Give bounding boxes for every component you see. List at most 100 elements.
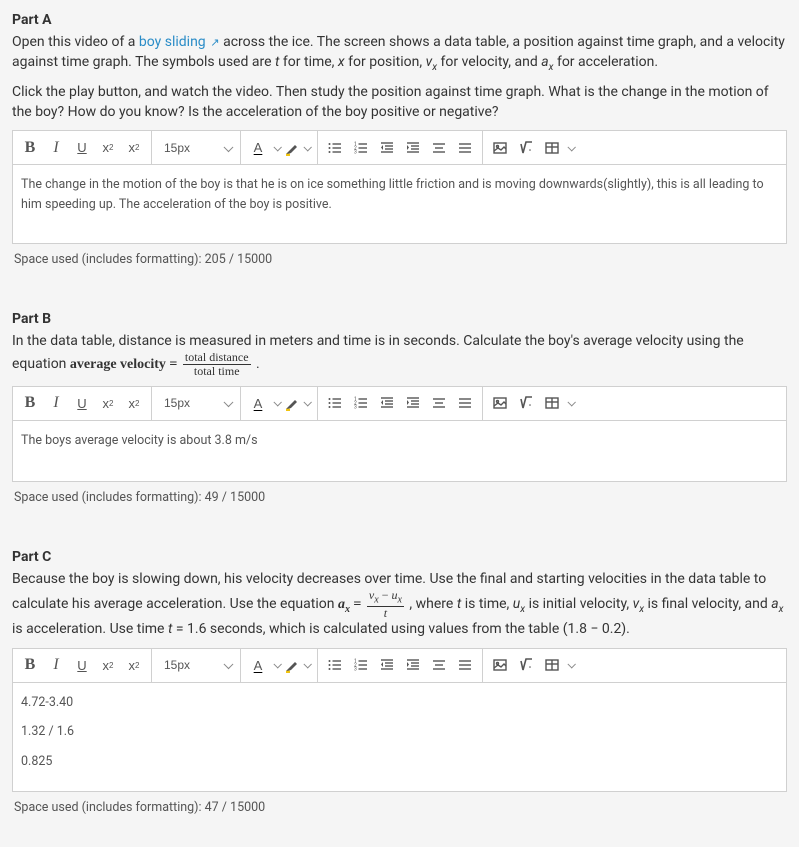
editor-a-content[interactable]: The change in the motion of the boy is t…: [13, 165, 786, 243]
ordered-list-button[interactable]: 123: [348, 652, 374, 678]
image-button[interactable]: [487, 135, 513, 161]
superscript-button[interactable]: x2: [95, 652, 121, 678]
text: = 1.6 seconds, which is calculated using…: [176, 621, 630, 637]
italic-button[interactable]: I: [43, 390, 69, 416]
equation-button[interactable]: [513, 652, 539, 678]
text: is acceleration. Use time: [12, 621, 168, 637]
ordered-list-button[interactable]: 123: [348, 135, 374, 161]
table-button[interactable]: [539, 390, 565, 416]
highlight-button[interactable]: [283, 657, 301, 673]
bold-button[interactable]: B: [17, 390, 43, 416]
part-a-title: Part A: [12, 12, 787, 28]
align-center-button[interactable]: [426, 390, 452, 416]
highlight-button[interactable]: [283, 140, 301, 156]
table-caret[interactable]: [565, 145, 577, 151]
align-justify-button[interactable]: [452, 652, 478, 678]
underline-button[interactable]: U: [69, 390, 95, 416]
boy-sliding-link[interactable]: boy sliding: [139, 34, 206, 50]
var-ux: ux: [513, 596, 525, 612]
underline-button[interactable]: U: [69, 652, 95, 678]
highlight-caret[interactable]: [301, 662, 313, 668]
subscript-button[interactable]: x2: [121, 652, 147, 678]
unordered-list-button[interactable]: [322, 652, 348, 678]
text: for time,: [283, 54, 338, 70]
editor-b-content[interactable]: The boys average velocity is about 3.8 m…: [13, 421, 786, 481]
editor-a: B I U x2 x2 15px A 123: [12, 130, 787, 244]
unordered-list-button[interactable]: [322, 390, 348, 416]
bold-button[interactable]: B: [17, 135, 43, 161]
text: , where: [409, 596, 456, 612]
var-vx: vx: [426, 54, 437, 70]
image-button[interactable]: [487, 390, 513, 416]
table-button[interactable]: [539, 135, 565, 161]
align-justify-button[interactable]: [452, 135, 478, 161]
svg-text:3: 3: [354, 405, 357, 411]
text: for position,: [348, 54, 425, 70]
outdent-button[interactable]: [374, 135, 400, 161]
link-text: boy sliding: [139, 34, 206, 50]
table-button[interactable]: [539, 652, 565, 678]
subscript-button[interactable]: x2: [121, 390, 147, 416]
superscript-button[interactable]: x2: [95, 135, 121, 161]
editor-c: B I U x2 x2 15px A 123: [12, 648, 787, 792]
var-t2: t: [168, 621, 172, 637]
ordered-list-button[interactable]: 123: [348, 390, 374, 416]
equation-button[interactable]: [513, 135, 539, 161]
fontsize-select[interactable]: 15px: [156, 390, 236, 416]
fontsize-select[interactable]: 15px: [156, 652, 236, 678]
toolbar: B I U x2 x2 15px A 123: [13, 387, 786, 421]
fontsize-select[interactable]: 15px: [156, 135, 236, 161]
text-color-caret[interactable]: [271, 145, 283, 151]
outdent-button[interactable]: [374, 652, 400, 678]
table-caret[interactable]: [565, 400, 577, 406]
table-caret[interactable]: [565, 662, 577, 668]
part-a-desc2: Click the play button, and watch the vid…: [12, 82, 787, 123]
numerator: vx − ux: [367, 589, 404, 607]
italic-button[interactable]: I: [43, 135, 69, 161]
italic-button[interactable]: I: [43, 652, 69, 678]
svg-text:3: 3: [354, 667, 357, 673]
unordered-list-button[interactable]: [322, 135, 348, 161]
align-center-button[interactable]: [426, 652, 452, 678]
var-t: t: [275, 54, 279, 70]
highlight-caret[interactable]: [301, 400, 313, 406]
outdent-button[interactable]: [374, 390, 400, 416]
subscript-button[interactable]: x2: [121, 135, 147, 161]
editor-c-content[interactable]: 4.72-3.40 1.32 / 1.6 0.825: [13, 683, 786, 791]
part-b-title: Part B: [12, 311, 787, 327]
highlight-button[interactable]: [283, 395, 301, 411]
text-color-caret[interactable]: [271, 662, 283, 668]
content-line-3: 0.825: [21, 752, 778, 771]
part-c-title: Part C: [12, 549, 787, 565]
part-c-section: Part C Because the boy is slowing down, …: [0, 537, 799, 823]
align-justify-button[interactable]: [452, 390, 478, 416]
fraction: vx − ux t: [367, 589, 404, 619]
var-ax: ax: [541, 54, 553, 70]
indent-button[interactable]: [400, 652, 426, 678]
text: is initial velocity,: [529, 596, 633, 612]
content-line-2: 1.32 / 1.6: [21, 722, 778, 741]
text-color-caret[interactable]: [271, 400, 283, 406]
fraction: total distance total time: [183, 351, 251, 377]
align-center-button[interactable]: [426, 135, 452, 161]
underline-button[interactable]: U: [69, 135, 95, 161]
superscript-button[interactable]: x2: [95, 390, 121, 416]
svg-text:3: 3: [354, 149, 357, 155]
denominator: t: [367, 607, 404, 620]
text: is final velocity, and: [648, 596, 772, 612]
editor-b: B I U x2 x2 15px A 123: [12, 386, 787, 482]
equation-button[interactable]: [513, 390, 539, 416]
text-color-button[interactable]: A: [245, 135, 271, 161]
text: for acceleration.: [557, 54, 658, 70]
highlight-caret[interactable]: [301, 145, 313, 151]
image-button[interactable]: [487, 652, 513, 678]
text-color-button[interactable]: A: [245, 652, 271, 678]
bold-button[interactable]: B: [17, 652, 43, 678]
indent-button[interactable]: [400, 390, 426, 416]
var-ax: ax: [771, 596, 783, 612]
text-color-button[interactable]: A: [245, 390, 271, 416]
part-b-section: Part B In the data table, distance is me…: [0, 299, 799, 512]
indent-button[interactable]: [400, 135, 426, 161]
text: .: [256, 356, 260, 372]
numerator: total distance: [183, 351, 251, 365]
